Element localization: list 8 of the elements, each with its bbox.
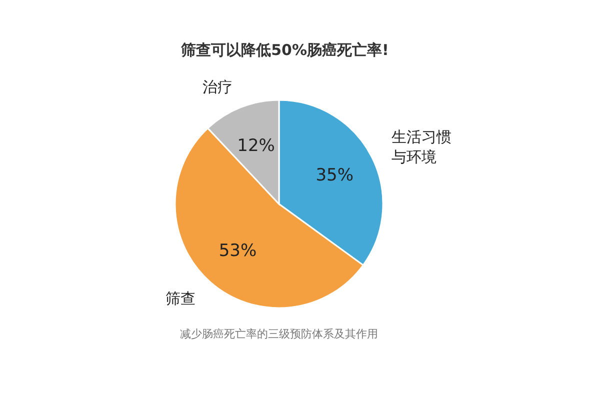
data-label: 35%	[316, 166, 354, 186]
text: 减少肠癌死亡率的三级预防体系及其作用	[180, 328, 378, 340]
data-label: 12%	[237, 136, 275, 156]
data-label: 53%	[218, 240, 257, 261]
chart-title: 筛查可以降低50%肠癌死亡率!	[180, 41, 389, 59]
slice-label: 筛查	[166, 290, 196, 308]
slice-label: 治疗	[202, 78, 233, 96]
slice-label: 生活习惯与环境	[391, 128, 452, 166]
